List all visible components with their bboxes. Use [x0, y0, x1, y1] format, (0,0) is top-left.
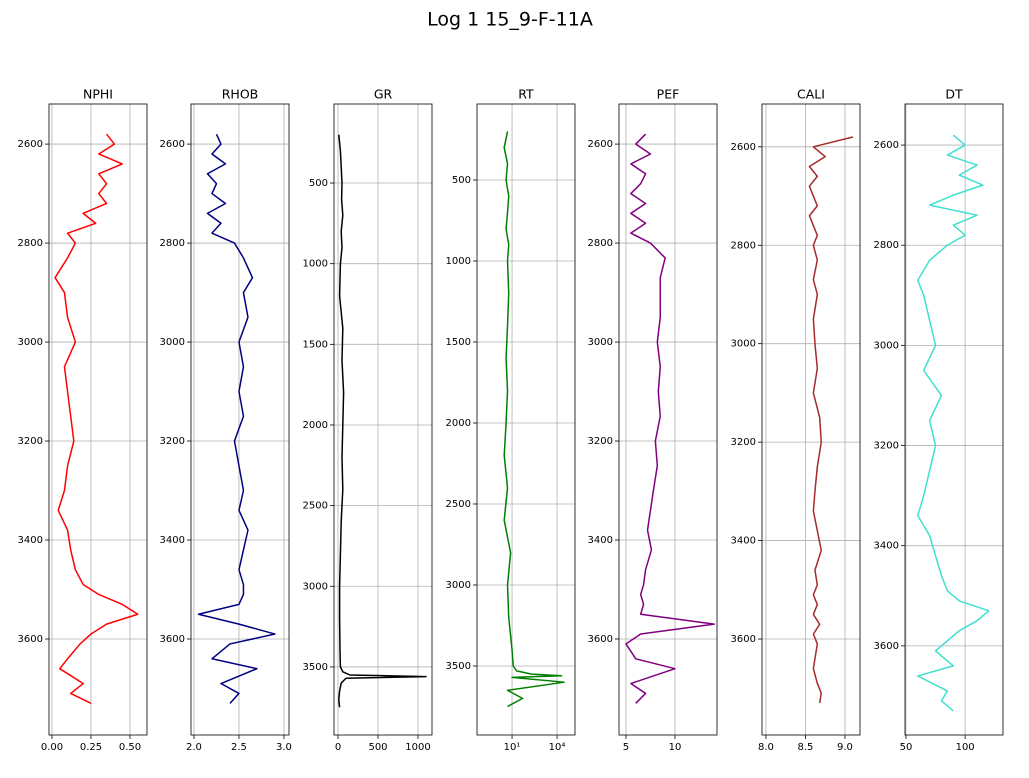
y-tick-label: 2800: [160, 238, 185, 249]
y-tick-label: 2600: [731, 142, 756, 153]
y-tick-label: 3200: [731, 437, 756, 448]
x-tick-label: 0: [335, 742, 341, 753]
subplot-title: PEF: [657, 87, 680, 102]
y-tick-label: 3600: [160, 634, 185, 645]
y-tick-label: 3200: [874, 441, 899, 452]
log-curve: [338, 134, 427, 708]
y-tick-label: 2800: [588, 238, 613, 249]
y-tick-label: 3000: [874, 340, 899, 351]
y-tick-label: 2500: [303, 501, 328, 512]
figure-title: Log 1 15_9-F-11A: [427, 9, 593, 31]
log-curve: [503, 131, 565, 708]
y-tick-label: 3000: [303, 581, 328, 592]
y-tick-label: 2600: [588, 139, 613, 150]
subplot-title: DT: [945, 87, 963, 102]
x-tick-label: 0.50: [119, 742, 141, 753]
x-tick-label: 9.0: [837, 742, 853, 753]
x-tick-label: 0.00: [41, 742, 63, 753]
log-curve: [625, 133, 715, 704]
y-tick-label: 1500: [303, 339, 328, 350]
x-tick-label: 100: [956, 742, 975, 753]
y-tick-label: 1000: [446, 256, 471, 267]
subplot-title: RHOB: [222, 87, 259, 102]
y-tick-label: 1000: [303, 259, 328, 270]
y-tick-label: 3600: [731, 634, 756, 645]
y-tick-label: 3500: [446, 661, 471, 672]
y-tick-label: 3200: [588, 436, 613, 447]
x-tick-label: 10¹: [504, 742, 521, 753]
x-tick-label: 10⁴: [549, 742, 566, 753]
y-tick-label: 3400: [18, 535, 43, 546]
y-tick-label: 2600: [874, 140, 899, 151]
plot-frame: [333, 103, 433, 736]
y-tick-label: 2600: [160, 139, 185, 150]
x-tick-label: 2.0: [186, 742, 202, 753]
y-tick-label: 3400: [731, 536, 756, 547]
y-tick-label: 3500: [303, 662, 328, 673]
y-tick-label: 3200: [18, 436, 43, 447]
subplot-title: CALI: [797, 87, 825, 102]
subplot-title: NPHI: [83, 87, 113, 102]
y-tick-label: 3200: [160, 436, 185, 447]
y-tick-label: 2800: [874, 240, 899, 251]
x-tick-label: 50: [900, 742, 913, 753]
x-tick-label: 8.5: [798, 742, 814, 753]
x-tick-label: 0.25: [80, 742, 102, 753]
y-tick-label: 3400: [160, 535, 185, 546]
y-tick-label: 500: [452, 175, 471, 186]
y-tick-label: 3000: [18, 337, 43, 348]
subplot-title: RT: [518, 87, 534, 102]
y-tick-label: 2500: [446, 499, 471, 510]
y-tick-label: 3000: [446, 580, 471, 591]
y-tick-label: 2800: [731, 240, 756, 251]
y-tick-label: 2800: [18, 238, 43, 249]
y-tick-label: 3000: [160, 337, 185, 348]
subplot-title: GR: [374, 87, 393, 102]
x-tick-label: 5: [623, 742, 629, 753]
log-curve: [54, 133, 139, 705]
plot-frame: [904, 103, 1004, 736]
log-curve: [197, 133, 276, 704]
plot-frame: [48, 103, 148, 736]
x-tick-label: 2.5: [231, 742, 247, 753]
y-tick-label: 3600: [18, 634, 43, 645]
x-tick-label: 500: [368, 742, 387, 753]
x-tick-label: 3.0: [276, 742, 292, 753]
plot-frame: [618, 103, 718, 736]
y-tick-label: 3000: [588, 337, 613, 348]
log-curve: [808, 136, 854, 704]
y-tick-label: 1500: [446, 337, 471, 348]
log-curve: [917, 134, 990, 712]
y-tick-label: 3000: [731, 339, 756, 350]
y-tick-label: 500: [309, 178, 328, 189]
y-tick-label: 2000: [446, 418, 471, 429]
plot-frame: [476, 103, 576, 736]
y-tick-label: 3400: [588, 535, 613, 546]
y-tick-label: 3600: [874, 641, 899, 652]
y-tick-label: 2000: [303, 420, 328, 431]
y-tick-label: 3600: [588, 634, 613, 645]
plot-frame: [190, 103, 290, 736]
x-tick-label: 8.0: [758, 742, 774, 753]
y-tick-label: 2600: [18, 139, 43, 150]
x-tick-label: 10: [669, 742, 682, 753]
x-tick-label: 1000: [405, 742, 430, 753]
y-tick-label: 3400: [874, 541, 899, 552]
plot-frame: [761, 103, 861, 736]
